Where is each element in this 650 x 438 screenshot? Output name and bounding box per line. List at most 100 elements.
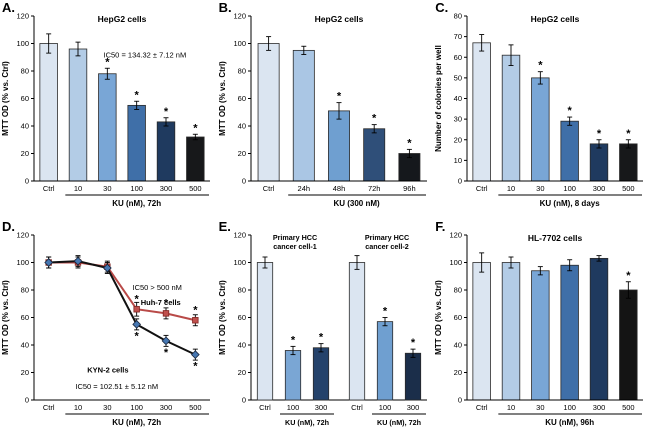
svg-text:60: 60	[454, 313, 462, 322]
line-chart-huh7-kyn2: Ctrl 10 30 100 300 500 0 20 40 60 80 100 120 MTT OD (…	[1, 231, 210, 427]
panel-letter-F: F.	[435, 219, 446, 234]
svg-text:HepG2 cells: HepG2 cells	[314, 14, 363, 24]
svg-text:cancer cell-1: cancer cell-1	[273, 242, 317, 251]
svg-text:300: 300	[593, 403, 606, 412]
svg-text:*: *	[193, 122, 198, 134]
panel-letter-E: E.	[218, 219, 231, 234]
svg-text:IC50 = 134.32 ± 7.12 nM: IC50 = 134.32 ± 7.12 nM	[104, 50, 187, 59]
svg-text:30: 30	[536, 184, 544, 193]
svg-text:500: 500	[189, 403, 202, 412]
panel-C: C. Ctrl 10 30 100 300 500 * * * * KU (nM), 8 days H…	[433, 0, 650, 219]
svg-text:100: 100	[378, 403, 391, 412]
svg-text:100: 100	[16, 258, 29, 267]
svg-text:KU (nM), 8 days: KU (nM), 8 days	[540, 199, 601, 208]
svg-text:40: 40	[454, 94, 462, 103]
svg-text:*: *	[407, 137, 412, 149]
svg-text:*: *	[135, 293, 140, 305]
svg-text:Ctrl: Ctrl	[43, 184, 55, 193]
svg-text:*: *	[193, 304, 198, 316]
svg-text:KU (nM), 72h: KU (nM), 72h	[285, 418, 329, 427]
svg-text:24h: 24h	[297, 184, 310, 193]
svg-text:50: 50	[454, 73, 462, 82]
svg-text:MTT OD (% vs. Ctrl): MTT OD (% vs. Ctrl)	[1, 61, 10, 136]
svg-text:Ctrl: Ctrl	[259, 403, 271, 412]
svg-text:HepG2 cells: HepG2 cells	[98, 14, 147, 24]
svg-text:MTT OD (% vs. Ctrl): MTT OD (% vs. Ctrl)	[218, 61, 227, 136]
svg-text:60: 60	[21, 313, 29, 322]
svg-text:Ctrl: Ctrl	[262, 184, 274, 193]
svg-text:KU (nM), 72h: KU (nM), 72h	[377, 418, 421, 427]
svg-text:72h: 72h	[368, 184, 381, 193]
svg-text:*: *	[193, 361, 198, 373]
panel-letter-B: B.	[218, 0, 232, 15]
svg-text:cancer cell-2: cancer cell-2	[365, 242, 409, 251]
svg-text:20: 20	[454, 368, 462, 377]
svg-text:300: 300	[160, 184, 173, 193]
svg-text:30: 30	[454, 115, 462, 124]
svg-text:IC50 > 500 nM: IC50 > 500 nM	[132, 283, 181, 292]
svg-text:10: 10	[507, 184, 515, 193]
svg-text:120: 120	[233, 12, 246, 21]
svg-text:100: 100	[286, 403, 299, 412]
svg-text:40: 40	[454, 341, 462, 350]
svg-text:100: 100	[564, 403, 577, 412]
svg-text:96h: 96h	[403, 184, 416, 193]
svg-text:*: *	[372, 113, 377, 125]
svg-text:120: 120	[16, 12, 29, 21]
svg-text:*: *	[290, 334, 295, 346]
svg-text:KYN-2 cells: KYN-2 cells	[87, 366, 128, 375]
svg-text:10: 10	[454, 156, 462, 165]
svg-text:HL-7702 cells: HL-7702 cells	[528, 233, 583, 243]
svg-text:*: *	[135, 89, 140, 101]
svg-text:*: *	[568, 105, 573, 117]
svg-text:20: 20	[21, 368, 29, 377]
panel-letter-D: D.	[2, 219, 15, 234]
bar-chart-hl7702: Ctrl 10 30 100 300 500 * KU (nM), 96h HL-7702 ce…	[434, 231, 644, 427]
svg-text:500: 500	[622, 184, 635, 193]
svg-text:100: 100	[16, 39, 29, 48]
svg-text:10: 10	[507, 403, 515, 412]
svg-text:80: 80	[21, 286, 29, 295]
svg-text:10: 10	[74, 403, 82, 412]
svg-text:Number of colonies per well: Number of colonies per well	[434, 45, 443, 152]
svg-text:*: *	[105, 56, 110, 68]
bar-chart-hepg2-time: Ctrl 24h 48h 72h 96h * * * KU (300 nM) HepG2 cell…	[218, 12, 427, 208]
svg-text:MTT OD (% vs. Ctrl): MTT OD (% vs. Ctrl)	[434, 280, 443, 355]
bar-chart-primary-hcc: 0 20 40 60 80 100 120 MTT OD (% vs. Ctrl) Primar…	[218, 231, 427, 427]
svg-text:10: 10	[74, 184, 82, 193]
svg-text:80: 80	[454, 286, 462, 295]
svg-text:KU (nM), 72h: KU (nM), 72h	[112, 199, 161, 208]
svg-text:500: 500	[189, 184, 202, 193]
svg-text:*: *	[626, 270, 631, 282]
svg-text:300: 300	[160, 403, 173, 412]
svg-text:100: 100	[564, 184, 577, 193]
svg-text:*: *	[318, 332, 323, 344]
svg-text:*: *	[164, 347, 169, 359]
svg-text:0: 0	[241, 396, 245, 405]
svg-text:KU (nM), 96h: KU (nM), 96h	[545, 418, 594, 427]
svg-text:80: 80	[454, 12, 462, 21]
svg-text:Ctrl: Ctrl	[43, 403, 55, 412]
svg-text:Huh-7 cells: Huh-7 cells	[141, 298, 181, 307]
panel-D: D. Ctrl 10 30 100 300 500 0 20 40 60 80 100 120 MTT O…	[0, 219, 217, 438]
svg-text:*: *	[626, 128, 631, 140]
svg-text:*: *	[597, 128, 602, 140]
svg-text:70: 70	[454, 32, 462, 41]
svg-text:60: 60	[454, 53, 462, 62]
panel-F: F. Ctrl 10 30 100 300 500 * KU (nM), 96h HL-7702…	[433, 219, 650, 438]
svg-text:*: *	[538, 60, 543, 72]
svg-text:*: *	[410, 337, 415, 349]
svg-text:*: *	[135, 330, 140, 342]
svg-text:0: 0	[458, 177, 462, 186]
svg-text:300: 300	[314, 403, 327, 412]
svg-text:KU (nM), 72h: KU (nM), 72h	[112, 418, 161, 427]
bar-chart-colonies: Ctrl 10 30 100 300 500*** *KU (nM), 8 daysHepG…	[434, 12, 644, 208]
svg-text:20: 20	[21, 149, 29, 158]
panel-letter-A: A.	[2, 0, 15, 15]
svg-text:KU (300 nM): KU (300 nM)	[333, 199, 380, 208]
svg-text:48h: 48h	[332, 184, 345, 193]
svg-text:20: 20	[237, 149, 245, 158]
svg-text:0: 0	[458, 396, 462, 405]
